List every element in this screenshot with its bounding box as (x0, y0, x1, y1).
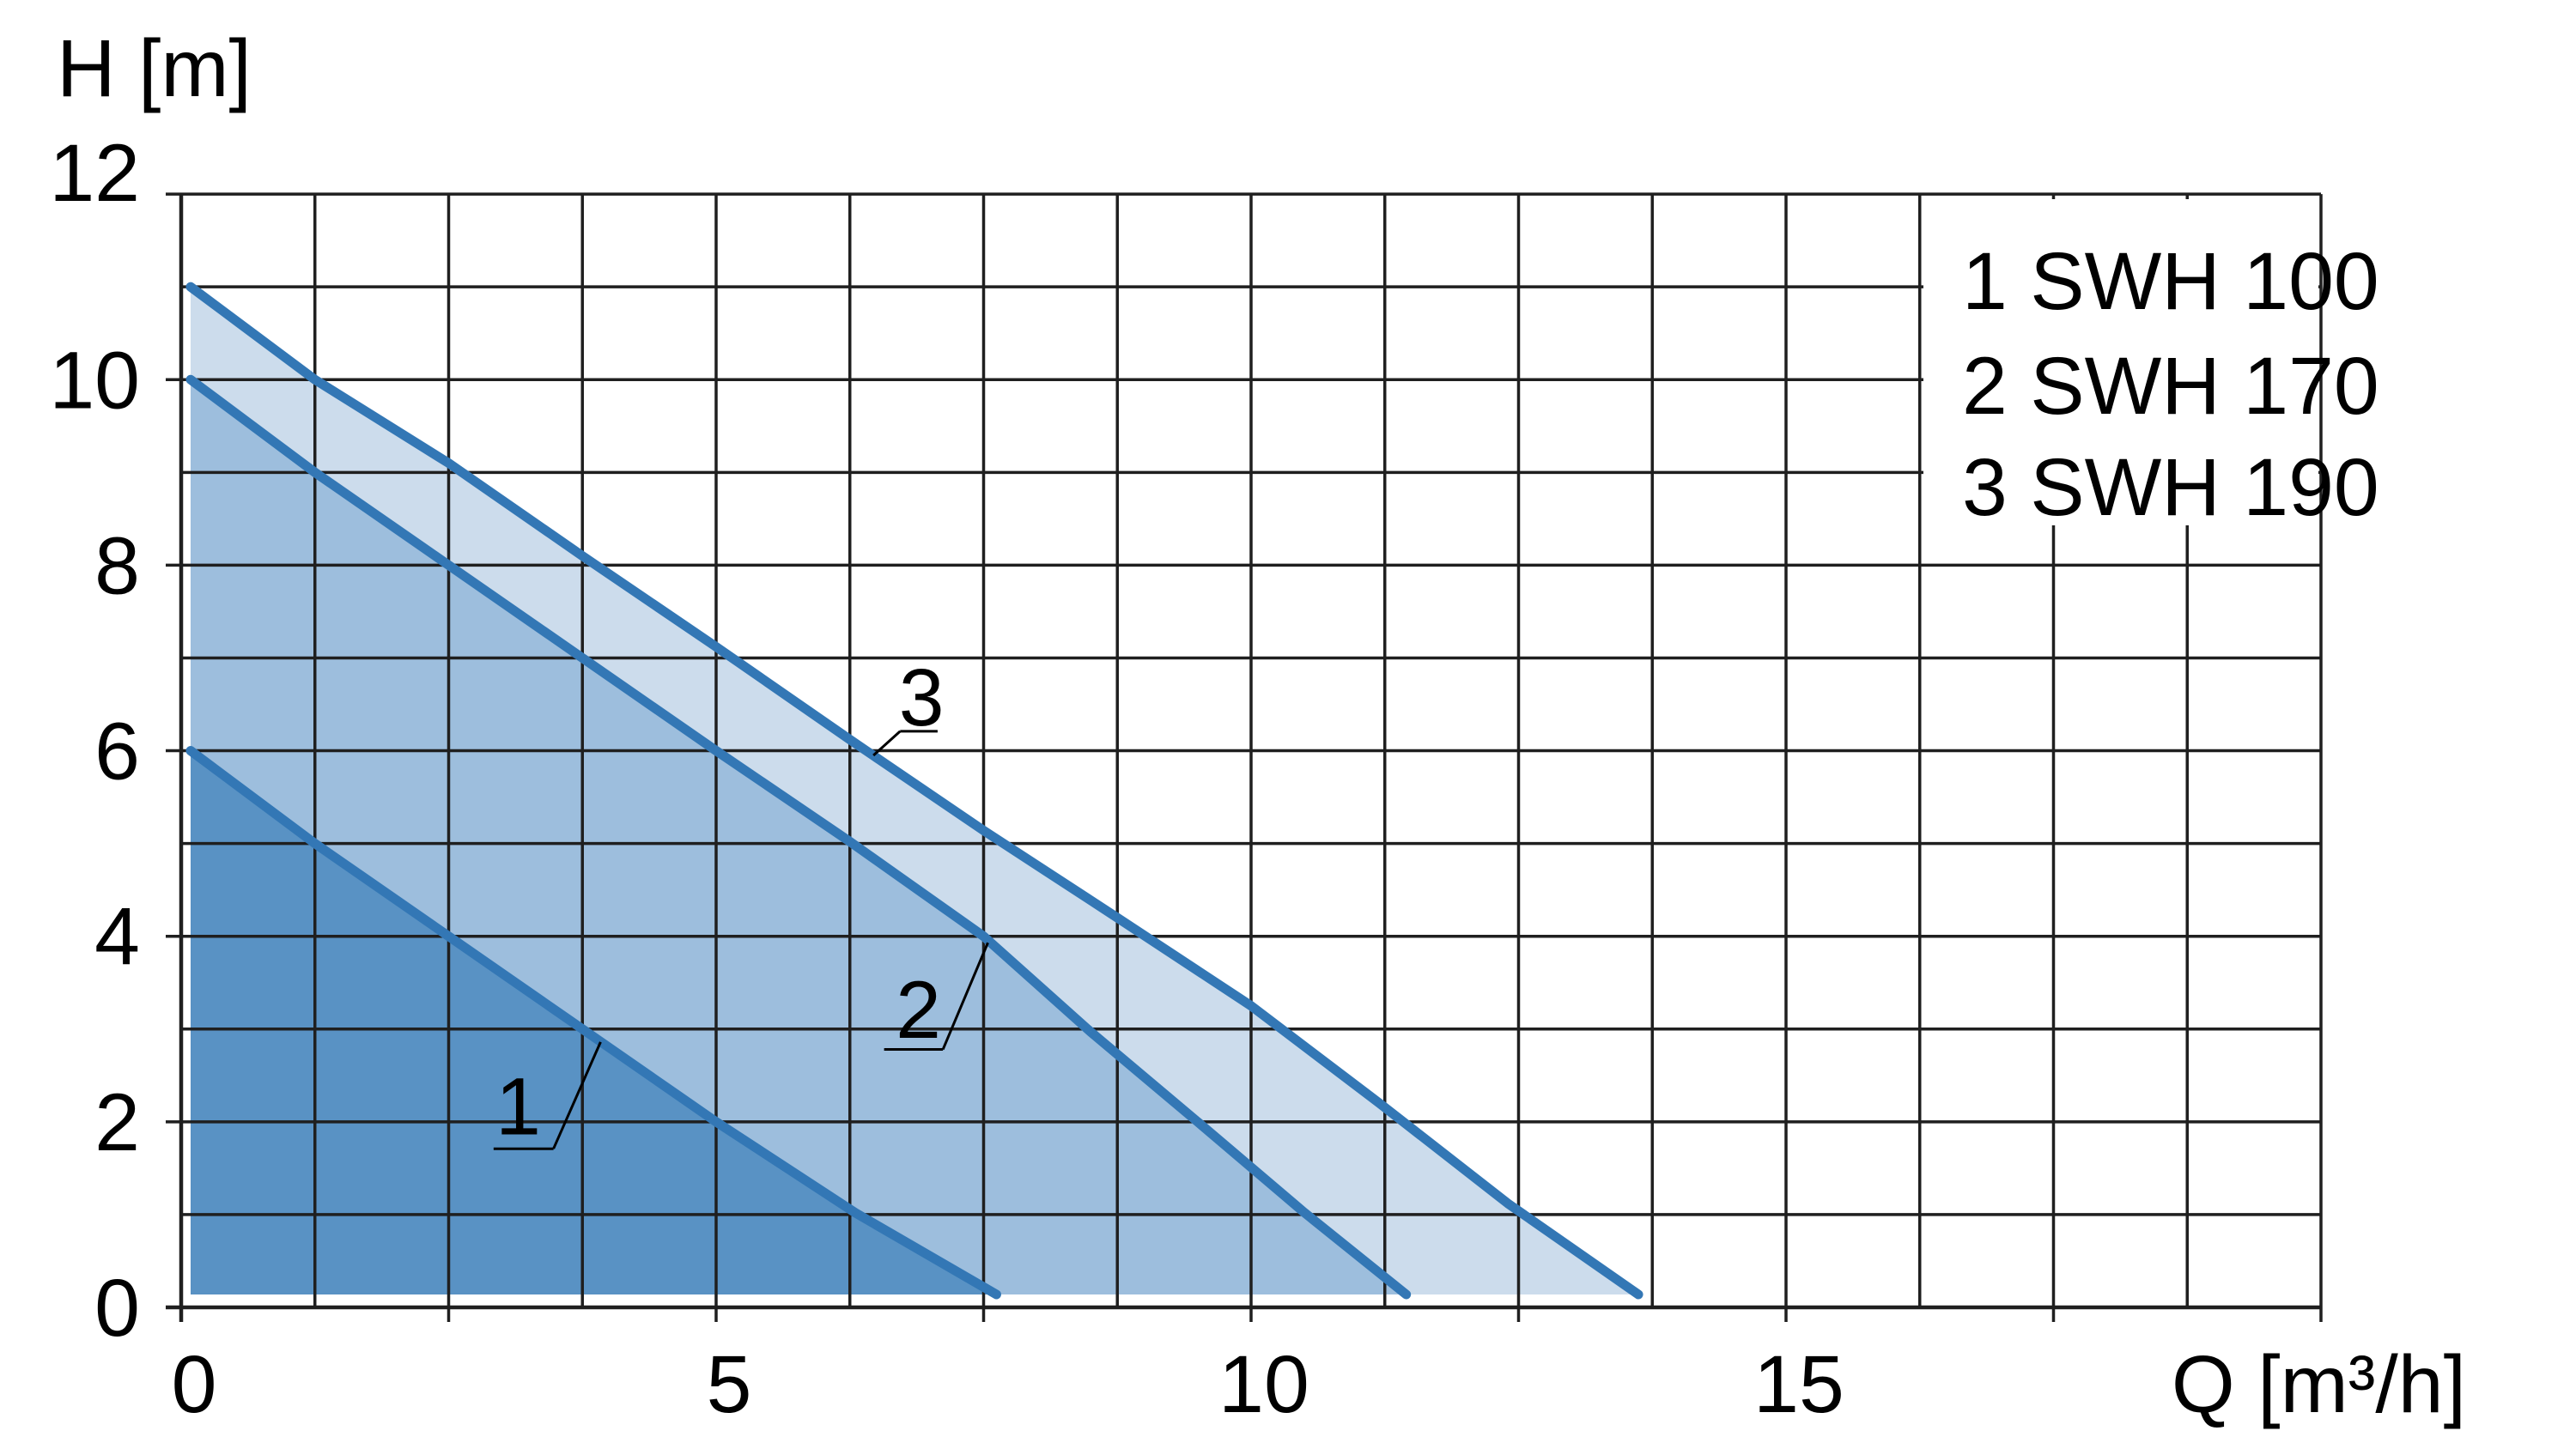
y-tick-label-10: 10 (49, 335, 140, 426)
x-tick-label-0: 0 (172, 1339, 217, 1430)
curve-swh-170 (185, 374, 1412, 1300)
x-tick-label-15: 15 (1753, 1339, 1844, 1430)
y-axis-title: H [m] (57, 23, 252, 114)
y-tick-label-0: 0 (94, 1263, 140, 1354)
legend: 1 SWH 100 2 SWH 170 3 SWH 190 (1923, 199, 2379, 533)
curve-label-1: 1 (495, 1061, 541, 1152)
curve-label-2: 2 (896, 965, 941, 1056)
x-tick-label-5: 5 (707, 1339, 752, 1430)
legend-item-swh190: 3 SWH 190 (1962, 442, 2379, 533)
pump-curves (185, 282, 1643, 1300)
x-axis-title: Q [m³/h] (2172, 1339, 2466, 1430)
y-tick-label-12: 12 (49, 128, 140, 219)
curve-swh-100 (185, 746, 1001, 1300)
y-tick-label-8: 8 (94, 520, 140, 611)
legend-item-swh170: 2 SWH 170 (1962, 341, 2379, 432)
legend-item-swh100: 1 SWH 100 (1962, 236, 2379, 327)
y-tick-label-6: 6 (94, 706, 140, 797)
y-tick-label-2: 2 (94, 1077, 140, 1168)
y-tick-label-4: 4 (94, 892, 140, 983)
curve-number-annotations: 1 2 3 (493, 652, 989, 1152)
legend-box (1923, 199, 2318, 525)
curve-swh-190 (185, 282, 1643, 1300)
curve-label-3: 3 (899, 652, 945, 743)
x-tick-label-10: 10 (1218, 1339, 1309, 1430)
